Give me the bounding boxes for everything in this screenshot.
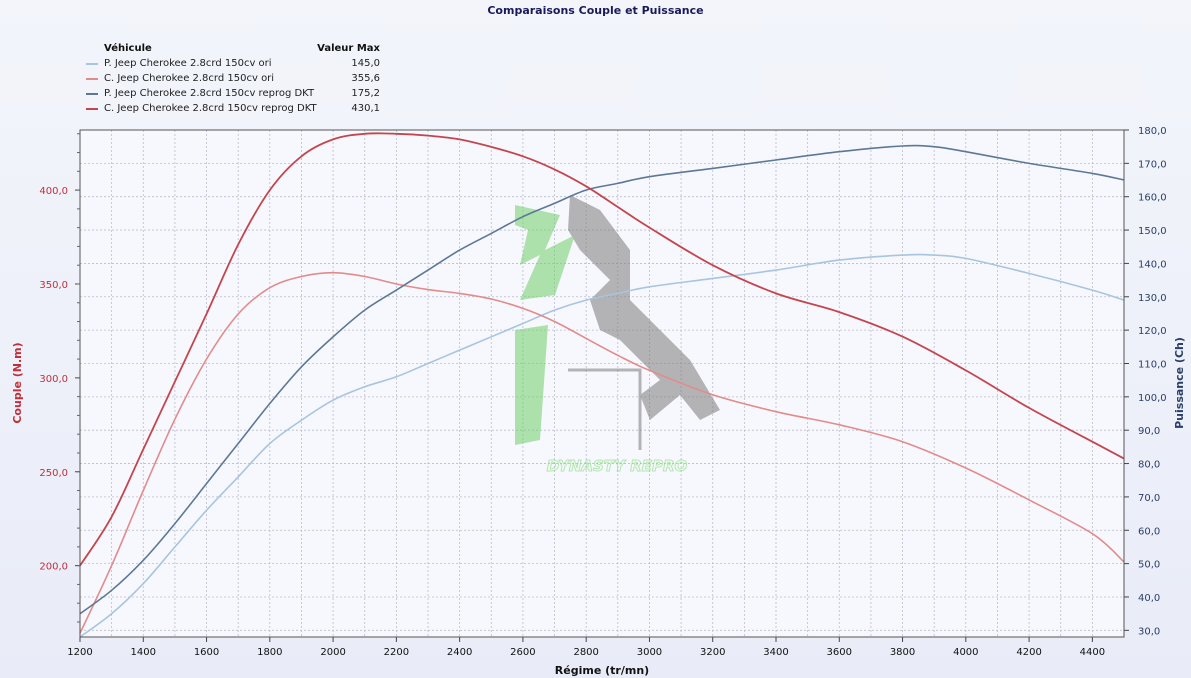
plot-background: [80, 130, 1124, 637]
y-right-tick-label: 120,0: [1138, 326, 1167, 337]
y-left-tick-label: 250,0: [39, 468, 68, 479]
x-axis-label: Régime (tr/mn): [555, 664, 649, 677]
series-group: [79, 132, 1125, 638]
legend-entry-label: C. Jeep Cherokee 2.8crd 150cv ori: [104, 73, 275, 84]
watermark-green-mark: [515, 205, 575, 445]
legend: Véhicule Valeur Max P. Jeep Cherokee 2.8…: [84, 40, 384, 116]
x-tick-label: 3000: [637, 647, 662, 658]
legend-swatch: [86, 92, 98, 95]
legend-entry: C. Jeep Cherokee 2.8crd 150cv reprog DKT…: [84, 101, 384, 116]
y-left-tick-label: 400,0: [39, 186, 68, 197]
y-left-tick-label: 200,0: [39, 562, 68, 573]
y-right-tick-label: 80,0: [1138, 460, 1160, 471]
axes: 1200 1400 1600 1800 2000 2200 2400 2600 2800 3000…: [39, 126, 1166, 658]
y-right-tick-label: 170,0: [1138, 159, 1167, 170]
grid: [80, 129, 1124, 637]
legend-entry-value: 175,2: [351, 88, 380, 99]
y-right-tick-label: 100,0: [1138, 393, 1167, 404]
y-right-tick-label: 130,0: [1138, 293, 1167, 304]
x-tick-label: 3200: [700, 647, 725, 658]
y-right-tick-label: 150,0: [1138, 226, 1167, 237]
y-right-tick-label: 30,0: [1138, 626, 1160, 637]
legend-swatch: [86, 62, 98, 65]
x-tick-label: 3600: [827, 647, 852, 658]
legend-swatch: [86, 107, 98, 110]
x-tick-label: 4400: [1080, 647, 1105, 658]
y-right-tick-label: 90,0: [1138, 426, 1160, 437]
y-left-tick-label: 350,0: [39, 280, 68, 291]
x-tick-label: 2200: [384, 647, 409, 658]
x-tick-label: 2000: [320, 647, 345, 658]
watermark-logo: DYNASTY REPRO: [515, 195, 720, 476]
y-right-tick-label: 140,0: [1138, 259, 1167, 270]
y-left-tick-label: 300,0: [39, 374, 68, 385]
x-tick-label: 1600: [194, 647, 219, 658]
y-right-tick-label: 50,0: [1138, 560, 1160, 571]
legend-header-vehicle: Véhicule: [104, 42, 152, 54]
x-tick-label: 2400: [447, 647, 472, 658]
y-right-tick-label: 180,0: [1138, 126, 1167, 137]
y-right-tick-label: 40,0: [1138, 593, 1160, 604]
legend-entry-label: P. Jeep Cherokee 2.8crd 150cv reprog DKT: [104, 88, 315, 99]
y-right-tick-label: 160,0: [1138, 193, 1167, 204]
x-tick-label: 3800: [890, 647, 915, 658]
legend-entry-label: C. Jeep Cherokee 2.8crd 150cv reprog DKT: [104, 103, 317, 114]
watermark-hawk-line: [568, 368, 642, 450]
legend-swatch: [86, 77, 98, 80]
legend-entry-value: 430,1: [351, 103, 380, 114]
x-tick-label: 2600: [510, 647, 535, 658]
x-tick-label: 3400: [763, 647, 788, 658]
legend-header: Véhicule Valeur Max: [84, 40, 384, 56]
legend-entry: C. Jeep Cherokee 2.8crd 150cv ori 355,6: [84, 71, 384, 86]
y-right-tick-label: 70,0: [1138, 493, 1160, 504]
legend-entry-value: 145,0: [351, 58, 380, 69]
y-right-axis-label: Puissance (Ch): [1173, 337, 1186, 429]
plot-frame: [79, 129, 1125, 638]
legend-header-value: Valeur Max: [317, 42, 380, 54]
legend-entry-value: 355,6: [351, 73, 380, 84]
y-left-axis-label: Couple (N.m): [11, 342, 24, 423]
x-tick-label: 1200: [67, 647, 92, 658]
series-line-1: [79, 271, 1125, 634]
series-line-3: [79, 132, 1125, 567]
x-tick-label: 4200: [1016, 647, 1041, 658]
x-tick-label: 1800: [257, 647, 282, 658]
y-right-tick-label: 110,0: [1138, 359, 1167, 370]
legend-entry-label: P. Jeep Cherokee 2.8crd 150cv ori: [104, 58, 272, 69]
legend-entry: P. Jeep Cherokee 2.8crd 150cv reprog DKT…: [84, 86, 384, 101]
x-tick-label: 2800: [573, 647, 598, 658]
series-line-2: [79, 144, 1125, 615]
x-tick-label: 1400: [131, 647, 156, 658]
watermark-hawk: [568, 195, 720, 420]
legend-entry: P. Jeep Cherokee 2.8crd 150cv ori 145,0: [84, 56, 384, 71]
y-right-tick-label: 60,0: [1138, 526, 1160, 537]
chart-title: Comparaisons Couple et Puissance: [487, 4, 704, 17]
series-line-0: [79, 253, 1125, 638]
x-tick-label: 4000: [953, 647, 978, 658]
watermark-text: DYNASTY REPRO: [547, 457, 688, 475]
